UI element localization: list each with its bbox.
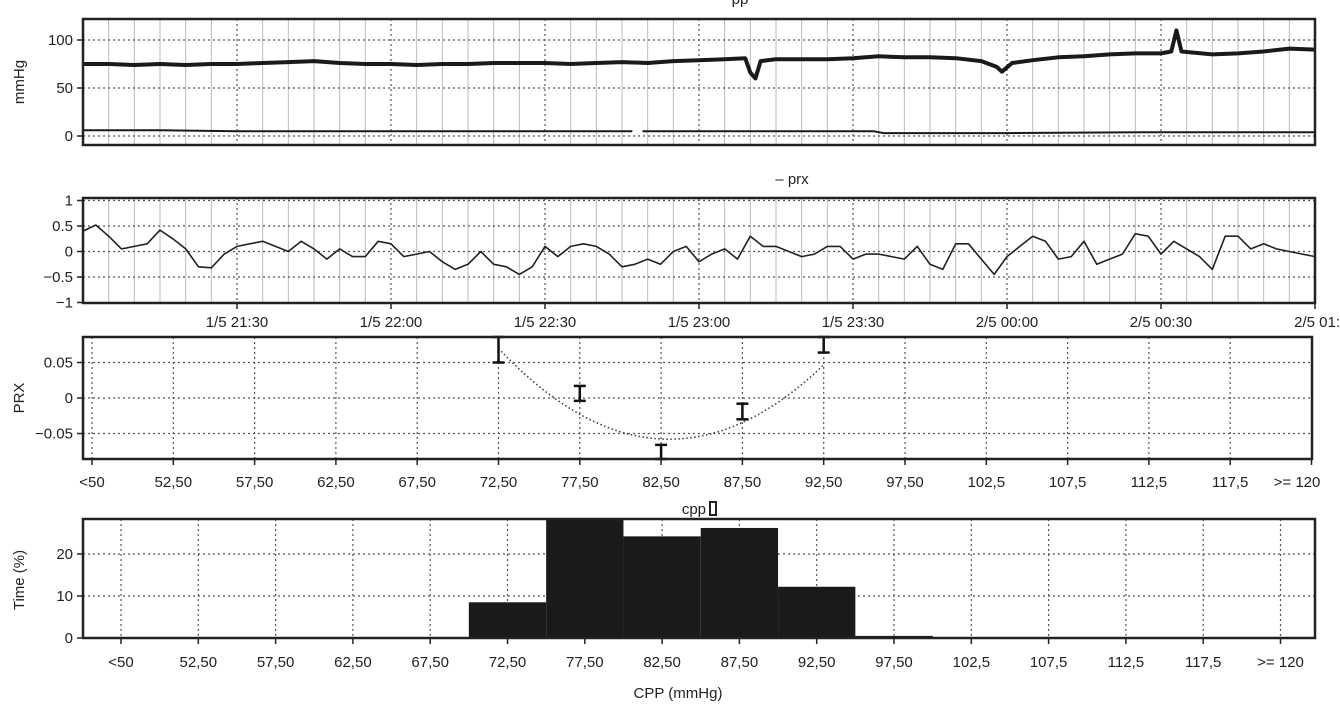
panel4-ytick-label: 10 <box>56 588 73 605</box>
time-tick-label: 2/5 01: <box>1294 314 1340 331</box>
panel3-xtick-label: 77,50 <box>561 474 599 491</box>
histogram-bar <box>623 536 701 638</box>
error-bar <box>492 335 505 364</box>
icp-trace <box>642 130 1315 135</box>
panel1-ytick-label: 0 <box>65 128 73 145</box>
error-bar <box>736 402 749 421</box>
time-tick-label: 1/5 23:00 <box>668 314 731 331</box>
panel4-ylabel: Time (%) <box>11 550 28 610</box>
panel2-ytick-label: −1 <box>56 295 73 312</box>
panel4-xtick-label: 62,50 <box>334 654 372 671</box>
panel2-ytick-label: 0.5 <box>52 218 73 235</box>
panel4-xtick-label: 82,50 <box>643 654 681 671</box>
panel3-xtick-label: 112,5 <box>1131 474 1167 491</box>
panel4-xtick-label: 107,5 <box>1030 654 1068 671</box>
panel3-xtick-label: 107,5 <box>1049 474 1087 491</box>
panel1-ytick-label: 50 <box>56 80 73 97</box>
fit-curve <box>497 347 825 441</box>
panel2-ytick-label: −0.5 <box>43 269 73 286</box>
histogram-bar <box>546 519 624 638</box>
panel4-xtick-label: 112,5 <box>1108 654 1144 671</box>
panel1-ylabel: mmHg <box>11 60 28 104</box>
legend-swatch <box>709 501 717 516</box>
error-bar <box>573 384 586 403</box>
panel4-xtick-label: 72,50 <box>489 654 527 671</box>
panel4-xtick-label: 77,50 <box>566 654 604 671</box>
panel3-xtick-label: 57,50 <box>236 474 274 491</box>
panel4-xtick-label: 67,50 <box>411 654 449 671</box>
cpp-trace <box>83 28 1316 81</box>
panel3-xtick-label: 87,50 <box>724 474 762 491</box>
histogram-bar <box>778 586 856 638</box>
panel4-xtick-label: 87,50 <box>721 654 759 671</box>
panel4-xlabel: CPP (mmHg) <box>634 685 723 702</box>
panel4-ytick-label: 0 <box>65 630 73 647</box>
time-tick-label: 1/5 22:00 <box>360 314 423 331</box>
panel4-xtick-label: 92,50 <box>798 654 836 671</box>
panel3-xtick-label: <50 <box>79 474 104 491</box>
panel3-frame <box>81 335 1314 461</box>
time-tick-label: 1/5 23:30 <box>822 314 885 331</box>
error-bar <box>817 335 830 354</box>
panel3-xtick-label: 97,50 <box>886 474 924 491</box>
time-tick-label: 2/5 00:30 <box>1130 314 1193 331</box>
panel4-xtick-label: 57,50 <box>257 654 295 671</box>
histogram-bar <box>468 602 547 638</box>
panel3-xtick-label: 82,50 <box>642 474 680 491</box>
panel1-title: pp <box>732 0 749 8</box>
panel3-xtick-label: >= 120 <box>1274 474 1321 491</box>
panel4-xtick-label: 97,50 <box>875 654 913 671</box>
panel4-frame <box>81 517 1317 640</box>
panel4-xtick-label: 117,5 <box>1185 654 1221 671</box>
prx-trace <box>82 224 1316 276</box>
panel3-xtick-label: 52,50 <box>155 474 193 491</box>
panel4-ytick-label: 20 <box>56 546 73 563</box>
panel2-ytick-label: 0 <box>65 244 73 261</box>
error-bar <box>655 443 668 461</box>
panel4-xtick-label: <50 <box>108 654 133 671</box>
time-tick-label: 1/5 21:30 <box>206 314 269 331</box>
panel2-ytick-label: 1 <box>65 193 73 210</box>
panel3-xtick-label: 102,5 <box>968 474 1006 491</box>
panel3-ytick-label: 0.05 <box>44 355 73 372</box>
time-tick-label: 2/5 00:00 <box>976 314 1039 331</box>
panel2-title: – prx <box>775 171 809 188</box>
panel3-ytick-label: −0.05 <box>35 426 73 443</box>
panel3-xtick-label: 92,50 <box>805 474 843 491</box>
time-tick-label: 1/5 22:30 <box>514 314 577 331</box>
panel3-ylabel: PRX <box>11 383 28 414</box>
panel4-xtick-label: >= 120 <box>1257 654 1304 671</box>
legend-label: cpp <box>682 501 706 518</box>
panel3-xtick-label: 117,5 <box>1212 474 1248 491</box>
panel4-xtick-label: 102,5 <box>953 654 991 671</box>
panel3-xtick-label: 67,50 <box>398 474 436 491</box>
histogram-bar <box>700 527 779 638</box>
panel4-xtick-label: 52,50 <box>180 654 218 671</box>
icp-trace <box>83 129 633 133</box>
panel3-xtick-label: 72,50 <box>480 474 518 491</box>
panel1-frame <box>81 17 1317 147</box>
panel1-ytick-label: 100 <box>48 32 73 49</box>
panel3-xtick-label: 62,50 <box>317 474 355 491</box>
panel3-ytick-label: 0 <box>65 390 73 407</box>
